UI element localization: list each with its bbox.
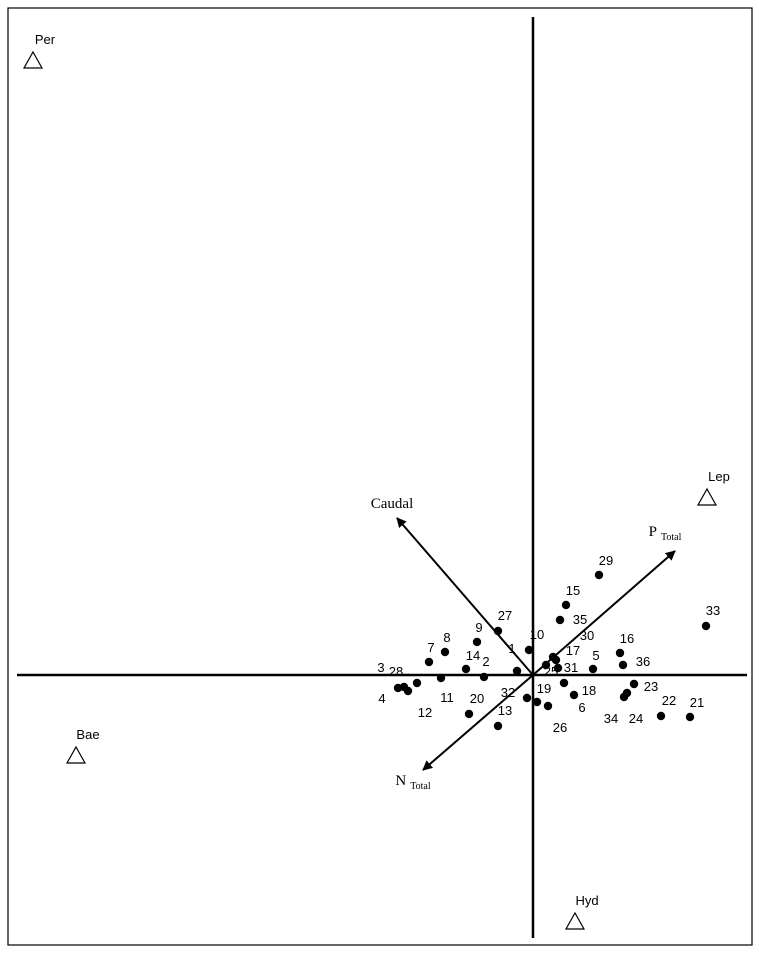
site-label: 15 <box>566 583 580 598</box>
site-label: 4 <box>378 691 385 706</box>
site-point <box>543 701 553 711</box>
site-point <box>569 690 579 700</box>
site-label: 28 <box>389 664 403 679</box>
species-label: Lep <box>708 469 730 484</box>
site-label: 35 <box>573 612 587 627</box>
site-point <box>522 693 532 703</box>
site-label: 17 <box>566 643 580 658</box>
site-label: 14 <box>466 648 480 663</box>
site-point <box>403 686 413 696</box>
site-point <box>553 663 563 673</box>
site-point <box>524 645 534 655</box>
site-point <box>618 660 628 670</box>
species-label: Hyd <box>575 893 598 908</box>
vector-name: Caudal <box>371 496 414 512</box>
site-label: 9 <box>475 620 482 635</box>
vector-arrow <box>422 674 534 771</box>
site-label: 36 <box>636 654 650 669</box>
species-marker <box>564 911 586 930</box>
frame <box>7 7 753 946</box>
site-point <box>615 648 625 658</box>
vector-arrow <box>532 550 676 676</box>
site-point <box>440 647 450 657</box>
site-label: 5 <box>592 648 599 663</box>
site-point <box>412 678 422 688</box>
site-point <box>436 673 446 683</box>
site-label: 32 <box>501 685 515 700</box>
site-point <box>701 621 711 631</box>
site-label: 21 <box>690 695 704 710</box>
vector-subscript: Total <box>661 532 682 543</box>
species-marker <box>696 487 718 506</box>
vector-arrow <box>396 517 534 676</box>
site-point <box>512 666 522 676</box>
vector-label: Caudal <box>371 496 414 512</box>
site-label: 11 <box>440 690 454 705</box>
site-point <box>393 683 403 693</box>
site-point <box>424 657 434 667</box>
site-label: 8 <box>443 630 450 645</box>
site-label: 13 <box>498 703 512 718</box>
site-label: 7 <box>427 640 434 655</box>
site-label: 3 <box>377 660 384 675</box>
site-point <box>594 570 604 580</box>
site-point <box>656 711 666 721</box>
site-label: 18 <box>582 683 596 698</box>
site-point <box>493 721 503 731</box>
site-point <box>464 709 474 719</box>
site-point <box>472 637 482 647</box>
site-label: 12 <box>418 705 432 720</box>
vector-name: N <box>395 773 406 789</box>
site-point <box>588 664 598 674</box>
site-label: 16 <box>620 631 634 646</box>
site-point <box>619 692 629 702</box>
site-point <box>479 672 489 682</box>
site-label: 2 <box>482 654 489 669</box>
vector-subscript: Total <box>410 781 431 792</box>
site-label: 26 <box>553 720 567 735</box>
site-point <box>561 600 571 610</box>
vector-name: P <box>649 524 657 540</box>
site-label: 20 <box>470 691 484 706</box>
site-label: 6 <box>578 700 585 715</box>
site-label: 30 <box>580 628 594 643</box>
site-label: 1 <box>508 641 515 656</box>
species-marker <box>65 745 87 764</box>
site-label: 33 <box>706 603 720 618</box>
site-label: 31 <box>564 660 578 675</box>
site-point <box>555 615 565 625</box>
site-label: 27 <box>498 608 512 623</box>
site-point <box>629 679 639 689</box>
site-label: 23 <box>644 679 658 694</box>
site-point <box>559 678 569 688</box>
site-label: 22 <box>662 693 676 708</box>
species-marker <box>22 50 44 69</box>
site-label: 10 <box>530 627 544 642</box>
vector-label: P Total <box>649 524 682 543</box>
site-label: 29 <box>599 553 613 568</box>
site-point <box>685 712 695 722</box>
site-label: 19 <box>537 681 551 696</box>
site-label: 24 <box>629 711 643 726</box>
vector-label: N Total <box>395 773 430 792</box>
site-point <box>532 697 542 707</box>
site-label: 34 <box>604 711 618 726</box>
species-label: Bae <box>76 727 99 742</box>
site-point <box>461 664 471 674</box>
species-label: Per <box>35 32 56 47</box>
